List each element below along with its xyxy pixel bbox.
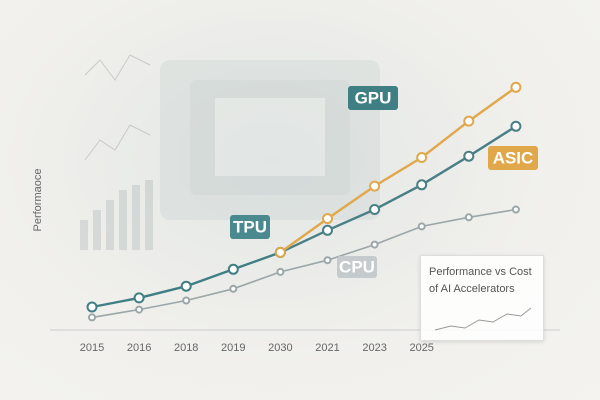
data-point: [133, 292, 145, 304]
data-point: [322, 213, 333, 225]
data-point: [88, 313, 96, 322]
series-label: TPU: [233, 217, 267, 236]
data-point: [323, 256, 332, 265]
x-tick-label: 2015: [80, 342, 104, 354]
data-point: [464, 213, 473, 222]
data-point: [182, 296, 191, 305]
data-point: [510, 81, 522, 93]
x-tick-label: 2021: [315, 342, 339, 354]
data-point: [274, 246, 286, 258]
chip-illustration: [80, 54, 380, 250]
data-point: [135, 305, 144, 314]
x-tick-label: 2023: [362, 342, 386, 354]
series-line: [279, 125, 517, 254]
data-point: [369, 204, 381, 215]
inset-sparkline: [434, 307, 532, 331]
series-line: [91, 208, 517, 319]
data-point: [417, 222, 426, 231]
data-point: [322, 224, 333, 236]
data-point: [463, 150, 475, 162]
data-point: [416, 152, 428, 163]
data-point: [511, 205, 520, 214]
data-point: [276, 267, 285, 276]
data-point: [416, 179, 428, 191]
data-point: [86, 301, 98, 313]
series-label: CPU: [339, 257, 375, 276]
inset-card: Performance vs Cost of AI Accelerators: [420, 255, 544, 341]
data-point: [229, 284, 238, 293]
series-label: GPU: [355, 88, 392, 107]
data-point: [180, 280, 192, 292]
chart-title: Performance vs Cost of AI Accelerators: [429, 266, 532, 295]
series-tags: GPU ASIC TPU CPU: [230, 86, 538, 278]
data-point: [370, 240, 379, 249]
x-tick-label: 2019: [221, 342, 245, 354]
y-axis-label: Performaoce: [32, 169, 44, 232]
data-point: [227, 263, 239, 275]
data-point: [510, 120, 522, 132]
series-line: [279, 86, 517, 254]
series-label: ASIC: [493, 148, 534, 167]
x-tick-label: 2018: [174, 342, 198, 354]
data-point: [463, 115, 475, 127]
data-point: [369, 180, 381, 192]
x-tick-label: 2025: [409, 342, 433, 354]
x-tick-label: 2016: [127, 342, 151, 354]
x-tick-label: 2030: [268, 342, 292, 354]
